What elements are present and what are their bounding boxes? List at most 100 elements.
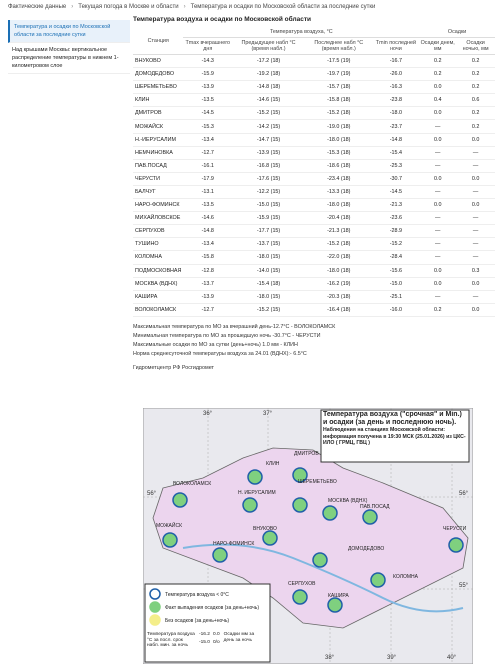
table-row: ШЕРЕМЕТЬЕВО -13.9 -14.8 (18) -15.7 (18) -16.… <box>133 80 495 95</box>
cell: -15.2 (15) <box>232 303 305 317</box>
table-row: ДМИТРОВ -14.5 -15.2 (15) -15.2 (18) -18.0 0.0… <box>133 106 495 121</box>
cell: МИХАЙЛОВСКОЕ <box>133 211 184 226</box>
station-label: ВОЛОКОЛАМСК <box>173 481 211 487</box>
legend-swatch <box>149 601 161 613</box>
cell: 0.0 <box>419 198 457 213</box>
legend-swatch <box>149 614 161 626</box>
cell: — <box>419 146 457 160</box>
cell: -21.3 (18) <box>304 224 373 239</box>
cell: -28.4 <box>372 250 420 265</box>
cell: 0.0 <box>419 277 457 291</box>
degree-label: 40° <box>447 655 457 661</box>
cell: 0.2 <box>419 67 457 82</box>
station-marker <box>362 509 378 525</box>
cell: -21.3 <box>372 198 420 213</box>
station-label: МОЖАЙСК <box>156 521 182 529</box>
cell: -15.4 <box>372 146 420 160</box>
cell: -19.2 (18) <box>232 67 305 82</box>
cell: ШЕРЕМЕТЬЕВО <box>133 80 184 95</box>
station-label: КАШИРА <box>328 593 349 599</box>
cell: — <box>456 146 495 160</box>
table-row: ВНУКОВО -14.3 -17.2 (18) -17.5 (19) -16.7 0.2… <box>133 54 495 69</box>
cell: 0.0 <box>456 133 495 147</box>
table-row: Н.-ИЕРУСАЛИМ -13.4 -14.7 (15) -18.0 (18) -14… <box>133 133 495 147</box>
cell: -15.6 <box>372 264 420 278</box>
cell: -16.1 <box>183 159 233 173</box>
map: Температура воздуха ("срочная" и Min.) и… <box>143 408 473 664</box>
cell: 0.6 <box>456 93 495 108</box>
cell: — <box>456 290 495 304</box>
legend-label: Без осадков (за день+ночь) <box>165 618 229 624</box>
cell: ПОДМОСКОВНАЯ <box>133 264 184 278</box>
cell: -23.6 <box>372 211 420 226</box>
cell: -12.7 <box>183 146 233 160</box>
degree-label: 36° <box>203 411 213 417</box>
cell: -17.7 (15) <box>232 224 305 239</box>
cell: -13.5 <box>183 198 233 213</box>
cell: 0.0 <box>456 277 495 291</box>
cell: 0.0 <box>456 172 495 186</box>
table-row: КАШИРА -13.9 -18.0 (15) -20.3 (18) -25.1— — <box>133 290 495 304</box>
legend-value: -16.2 <box>199 632 210 637</box>
cell: -16.0 <box>372 303 420 317</box>
cell: ПАВ.ПОСАД <box>133 159 184 173</box>
legend-value: -15.0 <box>199 640 210 646</box>
cell: 0.0 <box>419 80 457 95</box>
cell: ВОЛОКОЛАМСК <box>133 303 184 317</box>
cell: -17.2 (18) <box>232 54 305 69</box>
cell: -16.8 (15) <box>232 159 305 173</box>
table-row: ЧЕРУСТИ -17.9 -17.6 (15) -23.4 (18) -30.7 0.0… <box>133 172 495 186</box>
cell: -15.9 (15) <box>232 211 305 226</box>
cell: 0.0 <box>419 264 457 278</box>
notes: Максимальная температура по МО за вчераш… <box>133 323 495 359</box>
note: Минимальная температура по МО за прошедш… <box>133 332 321 339</box>
note: Максимальная температура по МО за вчераш… <box>133 323 336 330</box>
legend-values: -16.2 0.0 -15.0 0/о <box>199 632 220 649</box>
cell: -14.6 (15) <box>232 93 305 108</box>
cell: — <box>419 290 457 304</box>
cell: 0.0 <box>456 198 495 213</box>
cell: 0.3 <box>456 264 495 278</box>
cell: -18.6 (18) <box>304 159 373 173</box>
degree-label: 55° <box>459 583 469 589</box>
col-header: Станция <box>133 27 184 55</box>
station-marker <box>312 552 328 568</box>
station-label: ПАВ.ПОСАД <box>360 504 390 510</box>
table-row: ВОЛОКОЛАМСК -12.7 -15.2 (15) -16.4 (18) -16.… <box>133 303 495 317</box>
cell: -14.0 (15) <box>232 264 305 278</box>
legend-label: Факт выпадения осадков (за день+ночь) <box>165 605 259 611</box>
legend-value: 0.0 <box>212 632 220 637</box>
crumb-link[interactable]: Текущая погода в Москве и области <box>78 4 179 10</box>
cell: СЕРПУХОВ <box>133 224 184 239</box>
crumb-link[interactable]: Фактические данные <box>8 4 67 10</box>
station-label: СЕРПУХОВ <box>288 581 316 587</box>
cell: -15.3 (18) <box>304 146 373 160</box>
cell: -14.5 <box>183 106 233 121</box>
cell: -12.2 (15) <box>232 185 305 200</box>
legend-value: 0/о <box>212 640 220 646</box>
cell: -30.7 <box>372 172 420 186</box>
cell: -15.0 <box>372 277 420 291</box>
station-label: МОСКВА (ВДНХ) <box>328 498 368 504</box>
cell: -13.1 <box>183 185 233 200</box>
cell: МОЖАЙСК <box>133 119 184 134</box>
station-marker <box>262 530 278 546</box>
cell: ДМИТРОВ <box>133 106 184 121</box>
cell: — <box>419 224 457 239</box>
nav-item[interactable]: Температура и осадки по Московской облас… <box>8 20 130 43</box>
cell: -16.4 (18) <box>304 303 373 317</box>
cell: 0.0 <box>419 133 457 147</box>
cell: -12.8 <box>183 264 233 278</box>
cell: 0.4 <box>419 93 457 108</box>
cell: -14.8 <box>183 224 233 239</box>
cell: -18.0 <box>372 106 420 121</box>
cell: -15.7 (18) <box>304 80 373 95</box>
cell: — <box>456 250 495 265</box>
cell: -23.4 (18) <box>304 172 373 186</box>
station-marker <box>370 572 386 588</box>
cell: -15.2 (18) <box>304 106 373 121</box>
table-row: ПАВ.ПОСАД -16.1 -16.8 (15) -18.6 (18) -25.3—… <box>133 159 495 173</box>
station-marker <box>212 547 228 563</box>
nav-item[interactable]: Над крышами Москвы: вертикальное распред… <box>8 43 130 74</box>
table-row: БАЛЧУГ -13.1 -12.2 (15) -13.3 (18) -14.5— — <box>133 185 495 200</box>
